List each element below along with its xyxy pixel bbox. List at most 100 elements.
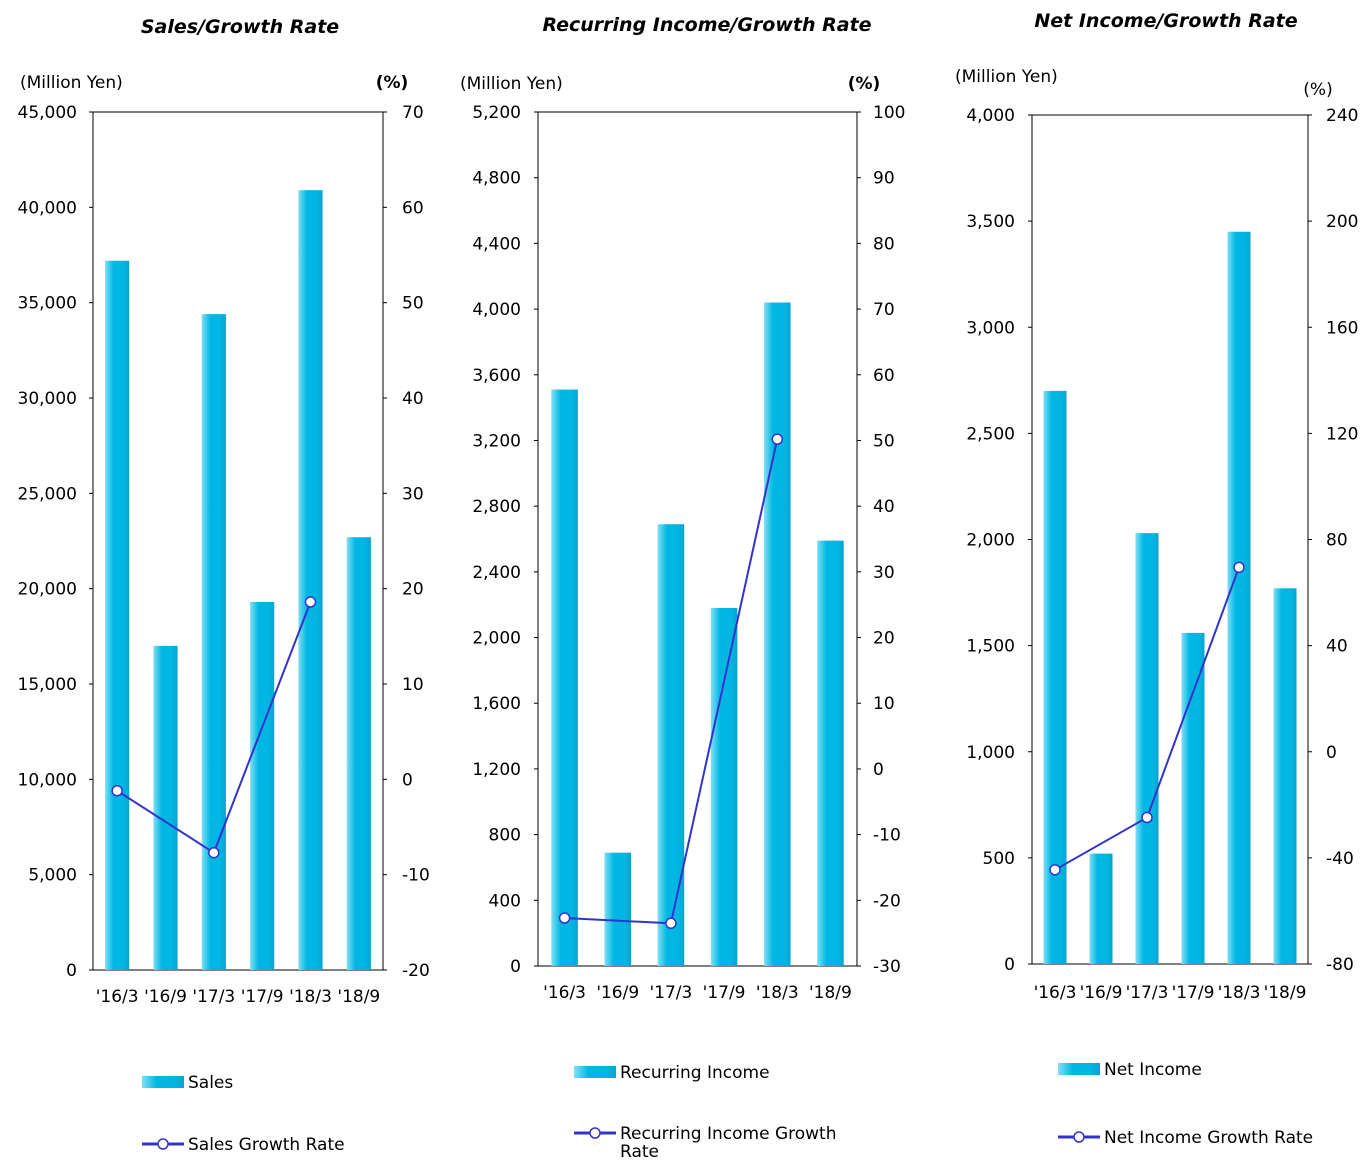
bar <box>1089 853 1113 964</box>
chart-panel-3: Net Income/Growth Rate (Million Yen) (%) 4,… <box>955 10 1358 1148</box>
left-tick-label: 400 <box>489 891 521 911</box>
left-tick-label: 20,000 <box>18 580 77 600</box>
right-tick-label: -20 <box>873 891 901 911</box>
bar <box>201 314 226 970</box>
growth-rate-point <box>111 785 123 797</box>
bar <box>817 540 844 966</box>
right-tick-label: 80 <box>1326 531 1348 551</box>
category-label: '17/9 <box>703 983 746 1003</box>
chart-title: Sales/Growth Rate <box>141 16 339 38</box>
bar <box>346 537 371 970</box>
left-tick-label: 2,800 <box>472 497 521 517</box>
category-label: '16/3 <box>96 987 139 1007</box>
category-label: '16/3 <box>1034 983 1077 1003</box>
legend-label-line: Net Income Growth Rate <box>1104 1128 1313 1148</box>
category-label: '17/3 <box>1126 983 1169 1003</box>
bar <box>105 260 130 971</box>
right-tick-label: 30 <box>873 563 895 583</box>
left-tick-label: 1,000 <box>966 743 1015 763</box>
category-label: '18/3 <box>1218 983 1261 1003</box>
left-tick-label: 45,000 <box>18 103 77 123</box>
growth-rate-point <box>1141 811 1153 824</box>
plot-area <box>537 111 858 967</box>
left-tick-label: 0 <box>1004 955 1015 975</box>
left-tick-label: 10,000 <box>18 770 77 790</box>
right-tick-label: 60 <box>873 366 895 386</box>
bar <box>1135 533 1159 964</box>
bar <box>153 645 178 970</box>
bar <box>657 524 685 966</box>
legend-marker-swatch <box>589 1127 601 1139</box>
right-tick-label: 10 <box>873 694 895 714</box>
left-tick-label: 0 <box>510 957 521 977</box>
right-tick-label: 0 <box>1326 743 1337 763</box>
right-tick-label: 120 <box>1326 424 1358 444</box>
left-tick-label: 3,200 <box>472 431 521 451</box>
growth-rate-point <box>1049 864 1061 876</box>
left-tick-label: 2,400 <box>472 563 521 583</box>
bar <box>1043 390 1067 964</box>
right-tick-label: 40 <box>1326 637 1348 657</box>
legend-label-line: Recurring Income Growth Rate <box>620 1124 837 1160</box>
left-tick-label: 3,000 <box>966 318 1015 338</box>
left-tick-label: 25,000 <box>18 484 77 504</box>
left-tick-label: 3,600 <box>472 366 521 386</box>
category-label: '16/3 <box>543 983 586 1003</box>
right-tick-label: 40 <box>873 497 895 517</box>
right-tick-label: -10 <box>402 866 430 886</box>
bar <box>1273 588 1297 964</box>
bar <box>250 602 275 970</box>
chart-title: Net Income/Growth Rate <box>1034 10 1297 32</box>
right-axis-unit: (%) <box>1303 80 1332 100</box>
right-tick-label: -40 <box>1326 849 1354 869</box>
left-tick-label: 4,000 <box>966 106 1015 126</box>
growth-rate-point <box>1233 561 1245 574</box>
right-tick-label: -20 <box>402 961 430 981</box>
plot-area <box>1031 114 1309 965</box>
bar <box>1181 632 1205 964</box>
bar <box>763 302 791 966</box>
left-tick-label: 500 <box>983 849 1015 869</box>
category-label: '18/9 <box>1264 983 1307 1003</box>
left-tick-label: 2,000 <box>472 629 521 649</box>
left-tick-label: 30,000 <box>18 389 77 409</box>
category-label: '16/9 <box>144 987 187 1007</box>
right-tick-label: 0 <box>402 770 413 790</box>
right-tick-label: 0 <box>873 760 884 780</box>
left-tick-label: 0 <box>66 961 77 981</box>
growth-rate-point <box>208 846 220 859</box>
category-label: '17/3 <box>192 987 235 1007</box>
left-tick-label: 35,000 <box>18 294 77 314</box>
right-tick-label: 160 <box>1326 318 1358 338</box>
right-tick-label: -30 <box>873 957 901 977</box>
bar <box>604 852 632 966</box>
bar <box>298 190 323 970</box>
right-tick-label: 40 <box>402 389 424 409</box>
left-tick-label: 4,800 <box>472 169 521 189</box>
legend-marker-swatch <box>1073 1131 1085 1143</box>
left-tick-label: 3,500 <box>966 212 1015 232</box>
right-tick-label: -10 <box>873 826 901 846</box>
left-tick-label: 4,400 <box>472 234 521 254</box>
category-label: '18/9 <box>337 987 380 1007</box>
legend-label-bar: Recurring Income <box>620 1063 770 1083</box>
category-label: '18/9 <box>809 983 852 1003</box>
growth-rate-point <box>665 917 677 930</box>
right-tick-label: 200 <box>1326 212 1358 232</box>
legend-bar-swatch <box>142 1076 184 1088</box>
bar <box>710 607 738 966</box>
left-axis-unit: (Million Yen) <box>955 67 1058 87</box>
category-label: '18/3 <box>756 983 799 1003</box>
category-label: '16/9 <box>1080 983 1123 1003</box>
right-tick-label: -80 <box>1326 955 1354 975</box>
right-tick-label: 20 <box>402 580 424 600</box>
left-tick-label: 5,000 <box>28 866 77 886</box>
legend-bar-swatch <box>1058 1063 1100 1075</box>
right-tick-label: 80 <box>873 234 895 254</box>
growth-rate-point <box>304 596 317 608</box>
left-tick-label: 5,200 <box>472 103 521 123</box>
left-tick-label: 4,000 <box>472 300 521 320</box>
left-tick-label: 40,000 <box>18 198 77 218</box>
category-label: '18/3 <box>289 987 332 1007</box>
chart-panel-2: Recurring Income/Growth Rate (Million Yen… <box>460 14 905 1160</box>
